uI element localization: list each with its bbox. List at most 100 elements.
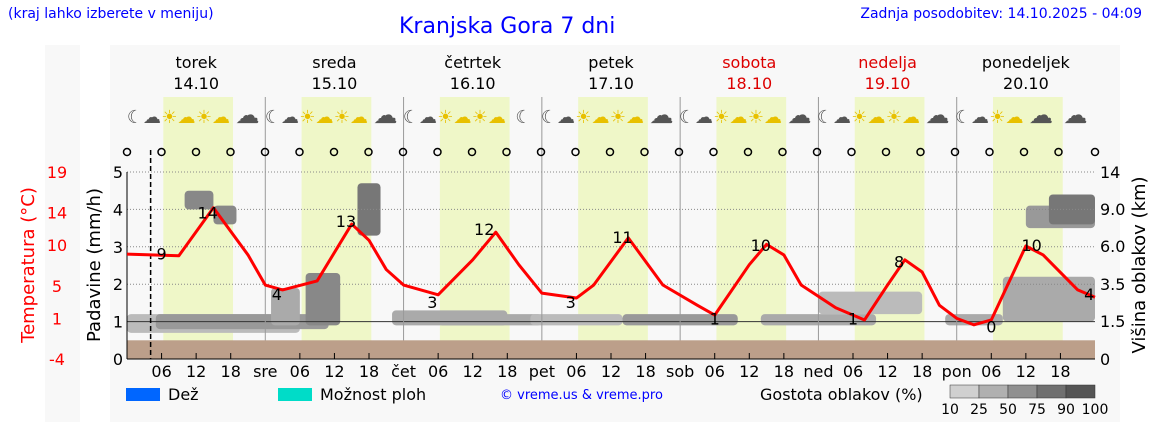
wind-calm-icon [812, 147, 822, 157]
cloud-icon: ☁ [650, 101, 674, 129]
temp-tick-label: 5 [52, 277, 62, 296]
temperature-label: 4 [272, 285, 282, 304]
temperature-line [126, 206, 1096, 327]
wind-calm-icon [1054, 147, 1063, 157]
precip-tick-label: 4 [113, 200, 123, 219]
menu-hint[interactable]: (kraj lahko izberete v meniju) [8, 6, 214, 22]
cloud-density-blob [438, 314, 542, 326]
precip-tick-label: 2 [113, 275, 123, 294]
day-name: četrtek [444, 53, 502, 72]
day-date: 17.10 [588, 74, 634, 93]
temperature-label: 9 [156, 244, 166, 263]
sun-cloud-icon: ☀☁ [748, 107, 782, 128]
density-scale-label: 10 [941, 402, 959, 418]
wind-calm-icon [1019, 147, 1029, 157]
hour-tick-label: 12 [601, 362, 621, 381]
density-scale-label: 75 [1028, 402, 1046, 418]
wind-calm-icon [329, 147, 339, 157]
sun-cloud-icon: ☀☁ [161, 107, 195, 128]
cloud-height-tick-label: 3.5 [1100, 275, 1125, 294]
temperature-label: 10 [751, 236, 771, 255]
wind-calm-icon [950, 147, 960, 157]
cloud-icon: ☁ [1029, 101, 1053, 129]
hour-tick-label: 06 [843, 362, 863, 381]
legend-storm-label: Možnost ploh [320, 385, 427, 404]
density-scale-swatch [949, 384, 980, 399]
wind-calm-icon [709, 147, 718, 157]
hour-tick-label: 18 [221, 362, 241, 381]
hour-tick-label: 12 [877, 362, 897, 381]
chart-title: Kranjska Gora 7 dni [399, 14, 616, 39]
day-short-label: sre [253, 362, 277, 381]
wind-calm-icon [674, 147, 684, 157]
density-scale-swatch [1007, 384, 1038, 399]
cloud-icon: ☁ [236, 101, 260, 129]
sun-cloud-icon: ☀☁ [713, 107, 747, 128]
day-name: ponedeljek [982, 53, 1071, 72]
cloud-height-tick-label: 1.5 [1100, 312, 1125, 331]
temperature-label: 8 [894, 252, 904, 271]
temp-axis-panel [45, 45, 80, 422]
wind-calm-icon [640, 147, 649, 157]
moon-cloud-icon: ☾☁ [541, 107, 575, 128]
cloud-density-blob [530, 314, 623, 326]
day-short-label: čet [391, 362, 416, 381]
hour-tick-label: 18 [1050, 362, 1070, 381]
wind-calm-icon [847, 147, 856, 157]
wind-calm-icon [260, 147, 270, 157]
hour-tick-label: 12 [1016, 362, 1036, 381]
cloud-density-blob [271, 287, 300, 326]
day-name: sobota [722, 53, 776, 72]
hour-tick-label: 18 [912, 362, 932, 381]
wind-calm-icon [122, 147, 132, 157]
temperature-label: 1 [710, 309, 720, 328]
wind-calm-icon [778, 147, 787, 157]
hour-tick-label: 06 [705, 362, 725, 381]
precip-axis-title: Padavine (mm/h) [84, 188, 105, 342]
hour-tick-label: 06 [981, 362, 1001, 381]
cloud-height-tick-label: 0 [1100, 350, 1110, 369]
cloud-axis-title: Višina oblakov (km) [1129, 176, 1150, 353]
legend-rain-swatch [126, 388, 160, 401]
wind-calm-icon [295, 147, 304, 157]
sun-cloud-icon: ☀☁ [610, 107, 644, 128]
day-short-label: pet [529, 362, 555, 381]
density-scale-swatch [978, 384, 1009, 399]
day-date: 14.10 [173, 74, 219, 93]
hour-tick-label: 18 [635, 362, 655, 381]
day-name: sreda [312, 53, 356, 72]
wind-calm-icon [1090, 147, 1100, 157]
wind-calm-icon [743, 147, 753, 157]
hour-tick-label: 18 [774, 362, 794, 381]
wind-calm-icon [191, 147, 201, 157]
temperature-label: 4 [1084, 285, 1094, 304]
hour-tick-label: 06 [151, 362, 171, 381]
precip-tick-label: 5 [113, 163, 123, 182]
hour-tick-label: 18 [359, 362, 379, 381]
day-date: 16.10 [450, 74, 496, 93]
last-update: Zadnja posodobitev: 14.10.2025 - 04:09 [860, 6, 1142, 22]
sun-cloud-icon: ☀☁ [196, 107, 230, 128]
temperature-label: 11 [612, 228, 632, 247]
hour-tick-label: 18 [497, 362, 517, 381]
day-date: 20.10 [1003, 74, 1049, 93]
legend-storm-swatch [278, 388, 312, 401]
cloud-density-blob [213, 205, 237, 225]
cloud-density-blob [1048, 194, 1095, 225]
sun-cloud-icon: ☀☁ [437, 107, 471, 128]
hour-tick-label: 12 [739, 362, 759, 381]
moon-cloud-icon: ☾☁ [403, 107, 437, 128]
temp-tick-label: -4 [49, 350, 65, 369]
wind-calm-icon [571, 147, 580, 157]
moon-icon: ☾ [515, 107, 531, 128]
wind-calm-icon [364, 147, 373, 157]
credit-link[interactable]: © vreme.us & vreme.pro [500, 388, 663, 403]
cloud-density-blob [357, 183, 381, 236]
hour-tick-label: 06 [290, 362, 310, 381]
sun-cloud-icon: ☀☁ [299, 107, 333, 128]
density-scale-label: 90 [1057, 402, 1075, 418]
moon-cloud-icon: ☾☁ [679, 107, 713, 128]
cloud-icon: ☁ [788, 101, 812, 129]
